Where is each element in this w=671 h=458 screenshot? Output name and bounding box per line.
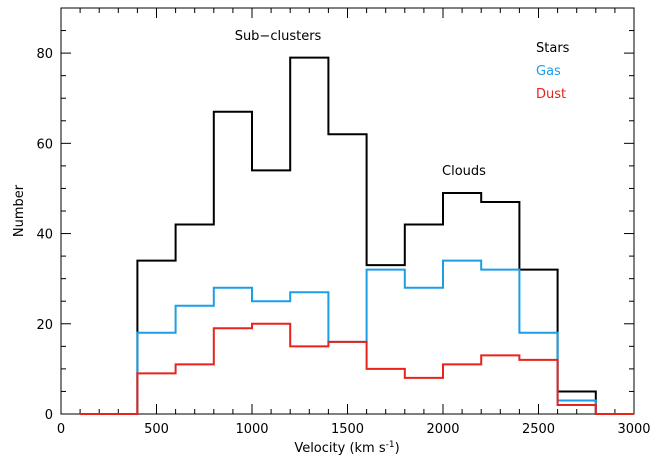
x-tick-label: 2000 bbox=[426, 422, 459, 437]
x-axis-label-superscript: -1 bbox=[386, 440, 395, 450]
legend-entry-gas: Gas bbox=[536, 64, 561, 79]
series-layer bbox=[80, 56, 634, 415]
series-dust-line bbox=[80, 322, 634, 415]
annotation-clouds: Clouds bbox=[442, 164, 486, 179]
y-axis-label: Number bbox=[12, 184, 27, 237]
x-tick-label: 0 bbox=[57, 422, 65, 437]
x-tick-label: 2500 bbox=[522, 422, 555, 437]
y-tick-label: 0 bbox=[45, 408, 53, 423]
axis-ticks bbox=[60, 7, 635, 415]
legend-entry-stars: Stars bbox=[536, 41, 570, 56]
x-tick-label: 1500 bbox=[331, 422, 364, 437]
legend-entry-dust: Dust bbox=[536, 87, 566, 102]
x-tick-label: 500 bbox=[144, 422, 169, 437]
legend: Stars Gas Dust bbox=[536, 41, 570, 102]
annotation-sub-clusters: Sub−clusters bbox=[235, 29, 322, 44]
y-tick-label: 20 bbox=[36, 318, 53, 333]
y-tick-label: 60 bbox=[36, 137, 53, 152]
y-tick-label: 40 bbox=[36, 228, 53, 243]
x-axis-label-main: Velocity (km s bbox=[294, 441, 386, 456]
x-axis-label-close: ) bbox=[395, 441, 400, 456]
x-axis-label: Velocity (km s-1) bbox=[294, 440, 399, 456]
x-tick-label: 3000 bbox=[617, 422, 650, 437]
tick-labels: 0 500 1000 1500 2000 2500 3000 0 20 40 60 80 bbox=[36, 47, 650, 437]
y-tick-label: 80 bbox=[36, 47, 53, 62]
series-gas-line bbox=[80, 259, 634, 415]
series-stars-line bbox=[80, 56, 634, 415]
x-tick-label: 1000 bbox=[235, 422, 268, 437]
